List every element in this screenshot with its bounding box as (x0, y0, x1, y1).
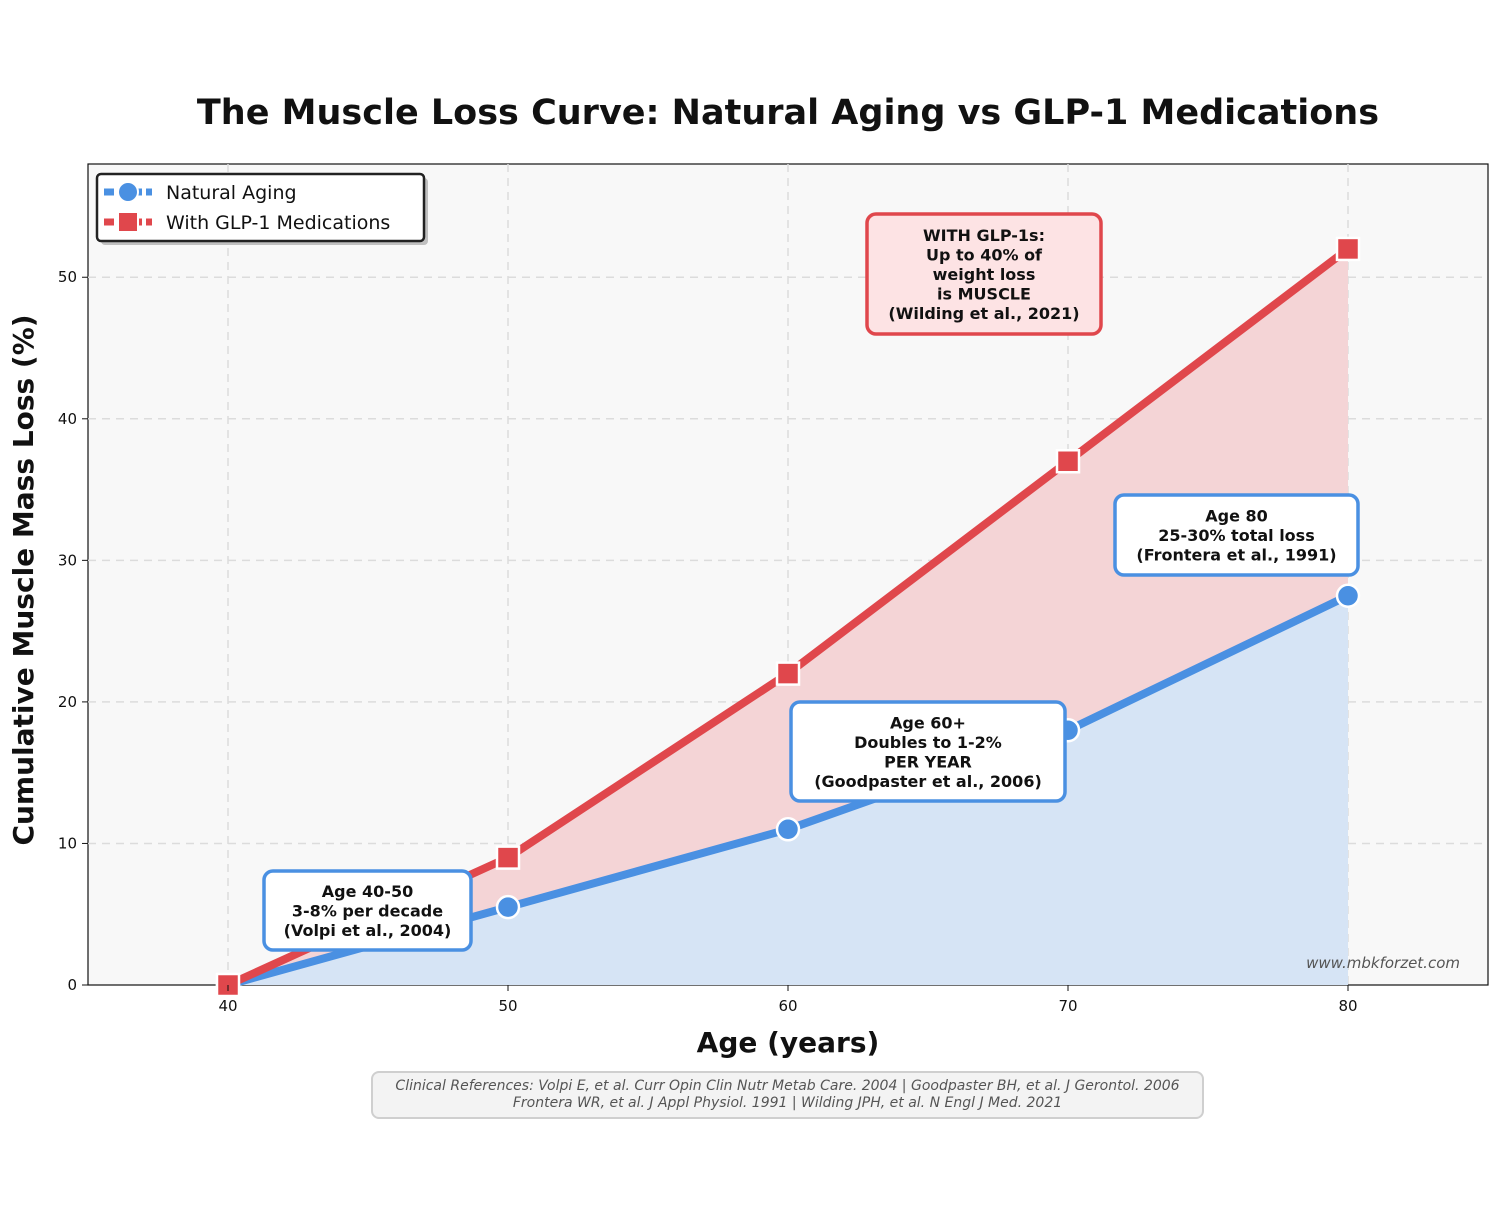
legend: Natural Aging With GLP-1 Medications (95, 172, 428, 245)
y-tick-label: 20 (58, 693, 77, 711)
x-axis-ticks: 40 50 60 70 80 (218, 985, 1358, 1015)
annotation-line: (Frontera et al., 1991) (1136, 546, 1336, 565)
watermark: www.mbkforzet.com (1306, 954, 1460, 972)
annotation-line: PER YEAR (884, 752, 972, 771)
x-tick-label: 70 (1058, 997, 1077, 1015)
chart-title: The Muscle Loss Curve: Natural Aging vs … (197, 93, 1379, 133)
glp1-point (1055, 449, 1081, 474)
annotation-line: (Volpi et al., 2004) (284, 921, 452, 940)
annotation-frame (865, 212, 1103, 336)
annotation-frame (262, 869, 473, 952)
glp1-point (1335, 236, 1361, 262)
x-tick-label: 80 (1338, 997, 1357, 1015)
annotation-line: Age 60+ (890, 713, 966, 732)
annotation-line: (Wilding et al., 2021) (888, 304, 1079, 323)
legend-marker (117, 211, 139, 233)
reference-line-1: Clinical References: Volpi E, et al. Cur… (395, 1078, 1180, 1094)
legend-label: With GLP-1 Medications (166, 212, 390, 234)
natural-aging-point (1335, 583, 1361, 608)
y-axis-label: Cumulative Muscle Mass Loss (%) (7, 314, 40, 845)
annotation-line: Up to 40% of (926, 246, 1043, 265)
y-tick-label: 0 (67, 976, 77, 994)
annotation-line: Age 40-50 (322, 882, 413, 901)
y-tick-label: 50 (58, 268, 77, 286)
clinical-references: Clinical References: Volpi E, et al. Cur… (371, 1071, 1204, 1119)
annotation-line: Age 80 (1205, 507, 1268, 526)
annotation-frame (1113, 493, 1360, 577)
annotation-frame (789, 700, 1067, 803)
glp1-point (775, 661, 801, 686)
legend-label: Natural Aging (166, 182, 297, 204)
y-tick-label: 30 (58, 551, 77, 569)
y-tick-label: 40 (58, 410, 77, 428)
x-tick-label: 50 (498, 997, 517, 1015)
area-fills (228, 248, 1348, 985)
annotation-line: 25-30% total loss (1158, 526, 1314, 545)
legend-marker (117, 181, 139, 203)
x-tick-label: 60 (778, 997, 797, 1015)
y-tick-label: 10 (58, 834, 77, 852)
reference-line-2: Frontera WR, et al. J Appl Physiol. 1991… (512, 1095, 1063, 1111)
x-tick-label: 40 (218, 997, 237, 1015)
natural-aging-area (228, 595, 1348, 985)
annotation-line: weight loss (933, 265, 1036, 284)
x-axis-label: Age (years) (697, 1026, 880, 1059)
natural-aging-point (495, 894, 521, 920)
annotation-line: is MUSCLE (937, 285, 1031, 304)
annotation-line: WITH GLP-1s: (923, 226, 1045, 245)
annotation-line: Doubles to 1-2% (854, 733, 1002, 752)
annotation-box: Age 40-503-8% per decade(Volpi et al., 2… (262, 869, 473, 952)
natural-aging-point (775, 817, 801, 842)
glp1-point (495, 845, 521, 870)
y-axis-ticks: 0 10 20 30 40 50 (58, 268, 88, 994)
annotation-line: (Goodpaster et al., 2006) (814, 772, 1042, 791)
glp1-gap-area (228, 248, 1348, 985)
legend-box (95, 172, 426, 243)
annotation-line: 3-8% per decade (292, 902, 443, 921)
annotation-box: Age 60+Doubles to 1-2%PER YEAR(Goodpaste… (789, 700, 1067, 803)
